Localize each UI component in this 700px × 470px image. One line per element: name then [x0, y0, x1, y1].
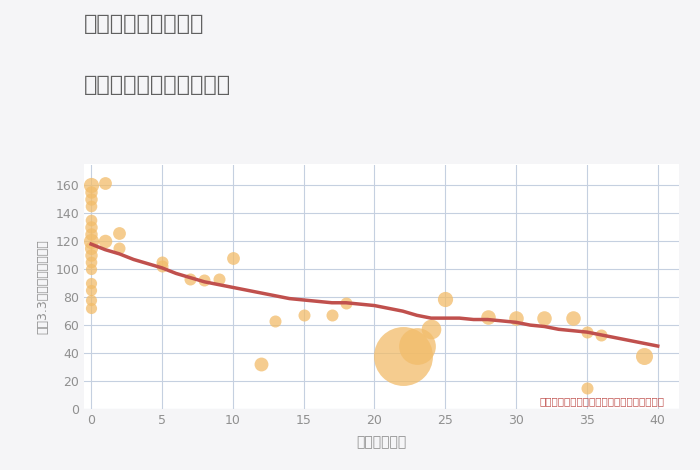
Point — [99, 237, 111, 245]
Point — [85, 237, 97, 245]
Point — [426, 326, 437, 333]
Point — [185, 275, 196, 283]
Point — [85, 251, 97, 259]
Point — [326, 312, 337, 319]
Point — [567, 314, 578, 322]
Point — [85, 231, 97, 238]
Point — [85, 196, 97, 203]
Point — [85, 203, 97, 210]
Point — [256, 360, 267, 368]
Text: 築年数別中古戸建て価格: 築年数別中古戸建て価格 — [84, 75, 231, 95]
Point — [85, 217, 97, 224]
Point — [412, 342, 423, 350]
Y-axis label: 坪（3.3㎡）単価（万円）: 坪（3.3㎡）単価（万円） — [36, 239, 50, 334]
Point — [227, 254, 238, 262]
Point — [539, 314, 550, 322]
Point — [340, 299, 351, 306]
Point — [85, 296, 97, 304]
Point — [581, 384, 592, 392]
Point — [85, 266, 97, 273]
Point — [510, 314, 522, 322]
Point — [85, 244, 97, 252]
Point — [114, 229, 125, 237]
Point — [99, 179, 111, 187]
Point — [270, 317, 281, 325]
Text: 兵庫県宝塚市玉瀬の: 兵庫県宝塚市玉瀬の — [84, 14, 204, 34]
Point — [638, 352, 649, 360]
Text: 円の大きさは、取引のあった物件面積を示す: 円の大きさは、取引のあった物件面積を示す — [540, 396, 665, 406]
Point — [440, 295, 451, 302]
Point — [581, 329, 592, 336]
Point — [482, 313, 493, 321]
Point — [85, 258, 97, 266]
Point — [85, 305, 97, 312]
Point — [85, 188, 97, 196]
Point — [85, 280, 97, 287]
Point — [85, 286, 97, 294]
Point — [199, 277, 210, 284]
Point — [85, 224, 97, 231]
Point — [397, 352, 408, 360]
X-axis label: 築年数（年）: 築年数（年） — [356, 435, 407, 449]
Point — [298, 312, 309, 319]
Point — [156, 263, 167, 270]
Point — [85, 182, 97, 189]
Point — [114, 244, 125, 252]
Point — [213, 275, 224, 283]
Point — [596, 331, 607, 339]
Point — [156, 258, 167, 266]
